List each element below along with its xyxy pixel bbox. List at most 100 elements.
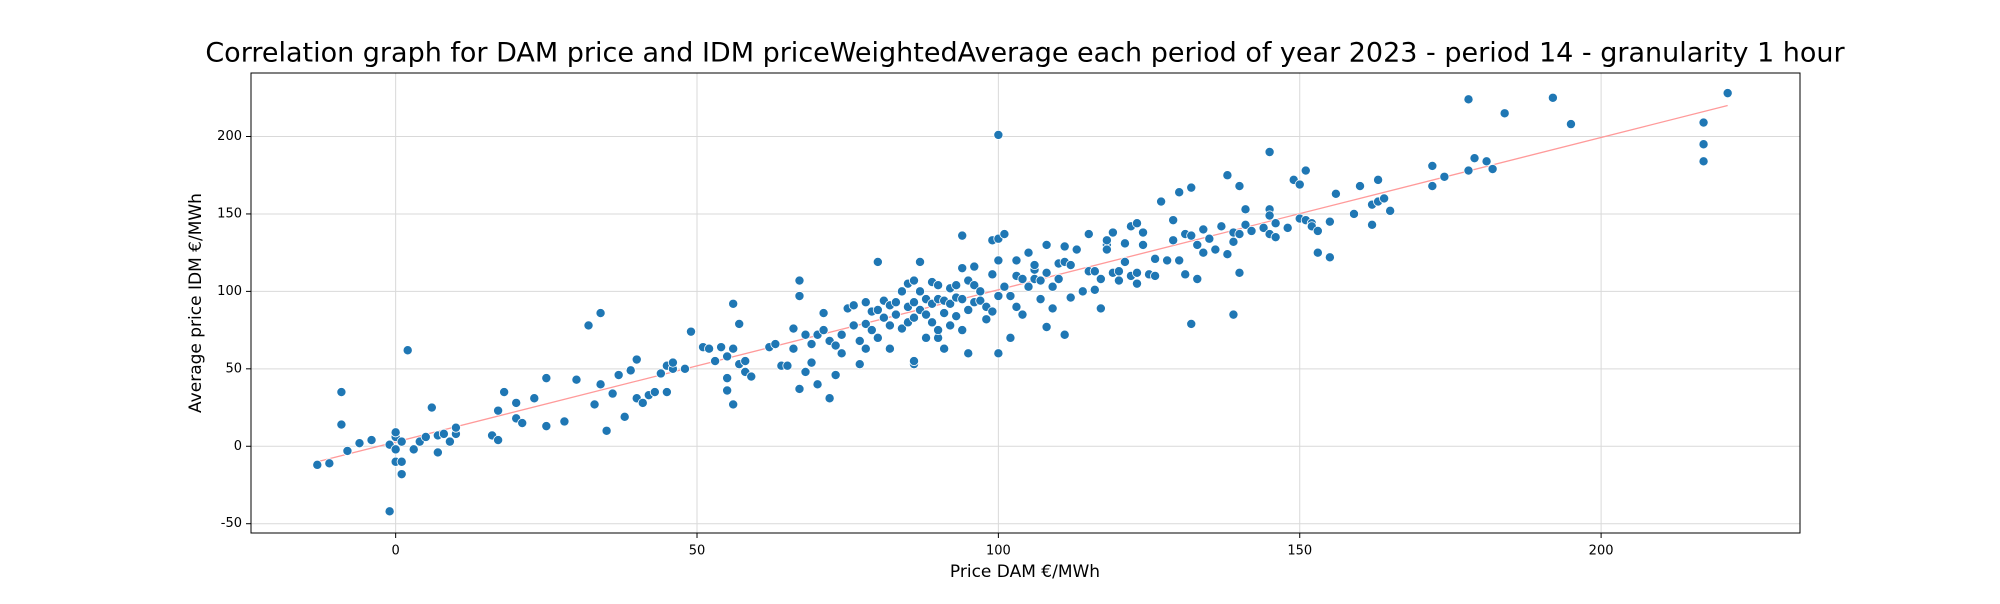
scatter-point (1427, 181, 1438, 192)
scatter-point (1439, 171, 1450, 182)
scatter-point (860, 297, 871, 308)
scatter-point (493, 405, 504, 416)
y-tick-label: 50 (225, 361, 242, 376)
scatter-point (788, 343, 799, 354)
scatter-point (1330, 188, 1341, 199)
scatter-point (1017, 273, 1028, 284)
scatter-point (1113, 266, 1124, 277)
scatter-point (1017, 309, 1028, 320)
scatter-point (1186, 182, 1197, 193)
scatter-point (1240, 219, 1251, 230)
scatter-point (1138, 239, 1149, 250)
scatter-point (818, 308, 829, 319)
scatter-point (1204, 233, 1215, 244)
scatter-point (854, 359, 865, 370)
scatter-point (649, 387, 660, 398)
scatter-point (890, 297, 901, 308)
scatter-point (450, 422, 461, 433)
scatter-point (878, 312, 889, 323)
scatter-point (993, 129, 1004, 140)
x-tick-label: 0 (392, 544, 400, 559)
scatter-point (794, 275, 805, 286)
scatter-point (1228, 236, 1239, 247)
scatter-point (589, 399, 600, 410)
scatter-point (1222, 249, 1233, 260)
scatter-point (890, 309, 901, 320)
scatter-point (866, 325, 877, 336)
scatter-point (438, 428, 449, 439)
scatter-point (728, 343, 739, 354)
scatter-point (1047, 303, 1058, 314)
scatter-point (884, 320, 895, 331)
scatter-point (607, 388, 618, 399)
scatter-point (655, 368, 666, 379)
scatter-point (1132, 278, 1143, 289)
scatter-point (1246, 225, 1257, 236)
scatter-point (631, 354, 642, 365)
scatter-point (541, 421, 552, 432)
scatter-point (1216, 221, 1227, 232)
scatter-point (1270, 232, 1281, 243)
scatter-point (872, 304, 883, 315)
scatter-point (529, 393, 540, 404)
scatter-point (1107, 227, 1118, 238)
scatter-point (975, 295, 986, 306)
scatter-point (794, 383, 805, 394)
scatter-point (541, 373, 552, 384)
scatter-point (1379, 193, 1390, 204)
scatter-point (420, 431, 431, 442)
scatter-point (426, 402, 437, 413)
scatter-point (1150, 253, 1161, 264)
scatter-point (872, 256, 883, 267)
scatter-point (1367, 219, 1378, 230)
scatter-point (661, 387, 672, 398)
scatter-point (1023, 247, 1034, 258)
scatter-point (1113, 275, 1124, 286)
scatter-point (1095, 303, 1106, 314)
scatter-point (1192, 273, 1203, 284)
scatter-point (1041, 322, 1052, 333)
scatter-point (1077, 286, 1088, 297)
scatter-point (1348, 208, 1359, 219)
scatter-point (710, 356, 721, 367)
scatter-point (716, 342, 727, 353)
scatter-point (1138, 227, 1149, 238)
scatter-point (1228, 309, 1239, 320)
scatter-point (1101, 244, 1112, 255)
scatter-point (667, 357, 678, 368)
scatter-point (848, 300, 859, 311)
scatter-point (1300, 165, 1311, 176)
scatter-point (1168, 215, 1179, 226)
scatter-point (1463, 165, 1474, 176)
scatter-point (324, 458, 335, 469)
scatter-point (511, 397, 522, 408)
scatter-point (1186, 318, 1197, 329)
scatter-point (1385, 205, 1396, 216)
scatter-point (921, 332, 932, 343)
scatter-point (408, 444, 419, 455)
scatter-point (987, 306, 998, 317)
scatter-point (1264, 146, 1275, 157)
scatter-point (746, 371, 757, 382)
scatter-point (740, 356, 751, 367)
scatter-point (1234, 181, 1245, 192)
scatter-point (1373, 174, 1384, 185)
scatter-point (336, 387, 347, 398)
x-axis-label: Price DAM €/MWh (950, 562, 1100, 582)
scatter-point (704, 343, 715, 354)
scatter-point (1234, 229, 1245, 240)
scatter-point (1095, 273, 1106, 284)
scatter-point (782, 360, 793, 371)
scatter-point (1035, 275, 1046, 286)
scatter-point (1053, 273, 1064, 284)
scatter-point (1240, 204, 1251, 215)
scatter-point (1059, 329, 1070, 340)
scatter-point (396, 456, 407, 467)
scatter-point (354, 438, 365, 449)
scatter-point (915, 286, 926, 297)
scatter-point (722, 373, 733, 384)
scatter-point (1198, 224, 1209, 235)
scatter-point (908, 356, 919, 367)
scatter-point (921, 309, 932, 320)
scatter-point (1294, 179, 1305, 190)
